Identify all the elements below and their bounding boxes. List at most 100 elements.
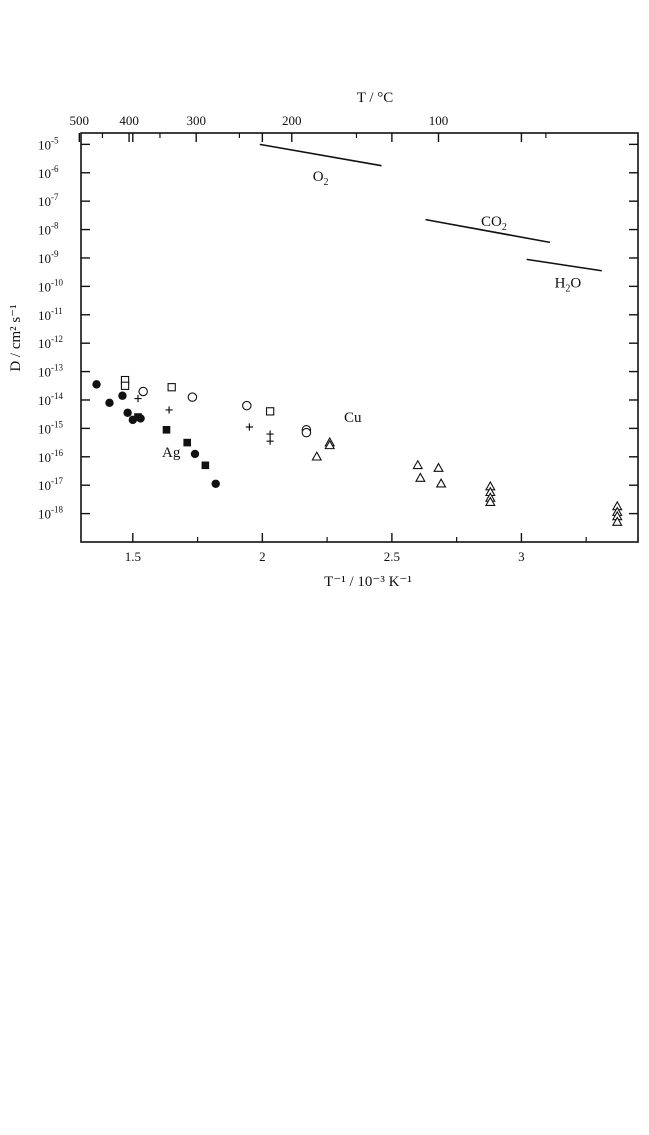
- series-label-ag: Ag: [162, 445, 181, 461]
- y-tick-label: 10-11: [38, 306, 63, 323]
- point-filled-square: [134, 413, 142, 421]
- x-axis-ticks: 1.5 2 2.5 3: [125, 133, 587, 564]
- y-tick-exponent: -15: [51, 419, 63, 429]
- point-filled-square: [183, 438, 192, 447]
- y-tick-base: 10: [38, 166, 51, 181]
- gas-line-1: [425, 218, 551, 244]
- point-open-square: [265, 407, 275, 416]
- y-tick-base: 10: [38, 279, 51, 294]
- point-open-triangle: [311, 451, 323, 461]
- point-open-circle: [138, 386, 148, 397]
- gas-line-2: [526, 258, 602, 272]
- point-plus: [245, 423, 253, 431]
- y-tick-exponent: -9: [51, 249, 59, 259]
- top-axis-ticks: 500 400 300 200 100: [70, 113, 547, 142]
- y-tick-label: 10-13: [38, 363, 63, 380]
- point-filled-circle: [92, 380, 101, 389]
- y-tick-base: 10: [38, 478, 51, 493]
- point-open-triangle: [611, 516, 623, 526]
- y-tick-label: 10-5: [38, 135, 59, 152]
- point-filled-circle: [118, 391, 127, 400]
- point-plus: [266, 430, 274, 438]
- y-tick-base: 10: [38, 336, 51, 351]
- top-tick-label: 500: [70, 113, 90, 128]
- y-tick-exponent: -7: [51, 192, 59, 202]
- point-filled-circle: [190, 449, 200, 459]
- y-tick-label: 10-6: [38, 164, 59, 181]
- top-tick-label: 300: [186, 113, 206, 128]
- y-tick-exponent: -11: [51, 306, 63, 316]
- x-tick-label: 2.5: [384, 549, 400, 564]
- top-tick-label: 400: [119, 113, 139, 128]
- y-tick-label: 10-15: [38, 419, 63, 436]
- point-open-square: [167, 383, 176, 392]
- point-filled-square: [162, 426, 171, 434]
- y-tick-label: 10-10: [38, 277, 63, 294]
- diffusion-chart: 500 400 300 200 100 1.5 2 2.5 3 10-5 10-6 10-7 10-…: [8, 90, 639, 590]
- y-tick-base: 10: [38, 137, 51, 152]
- gas-label-base: O: [313, 169, 324, 185]
- y-axis-title: D / cm² s⁻¹: [8, 304, 24, 371]
- point-open-triangle: [324, 439, 336, 450]
- gas-label-sub: 2: [324, 177, 329, 188]
- y-tick-exponent: -10: [51, 277, 63, 287]
- series-label-cu: Cu: [344, 410, 362, 426]
- point-open-circle: [301, 427, 312, 438]
- y-tick-exponent: -5: [51, 135, 59, 145]
- y-tick-base: 10: [38, 421, 51, 436]
- y-tick-exponent: -14: [51, 391, 63, 401]
- y-tick-exponent: -18: [51, 505, 63, 515]
- point-plus: [165, 406, 173, 414]
- y-tick-label: 10-14: [38, 391, 63, 408]
- y-tick-exponent: -17: [51, 476, 63, 486]
- point-open-triangle: [415, 472, 426, 482]
- y-tick-label: 10-7: [38, 192, 59, 209]
- gas-label-base: H: [555, 276, 566, 292]
- point-filled-square: [201, 461, 210, 470]
- data-points: [92, 375, 623, 526]
- y-tick-base: 10: [38, 507, 51, 522]
- x-tick-label: 1.5: [125, 549, 141, 564]
- top-axis-title: T / °C: [357, 90, 394, 106]
- y-tick-exponent: -8: [51, 221, 59, 231]
- point-filled-circle: [211, 479, 220, 488]
- y-tick-base: 10: [38, 251, 51, 266]
- y-tick-base: 10: [38, 194, 51, 209]
- gas-label-sub: 2: [502, 222, 507, 233]
- point-filled-circle: [123, 408, 132, 417]
- x-tick-label: 2: [259, 549, 266, 564]
- y-tick-exponent: -16: [51, 448, 63, 458]
- point-open-triangle: [484, 496, 496, 506]
- top-tick-label: 200: [282, 113, 302, 128]
- chart-canvas: 500 400 300 200 100 1.5 2 2.5 3 10-510-610-710-…: [8, 90, 639, 590]
- point-plus: [134, 394, 142, 403]
- point-open-triangle: [433, 462, 444, 472]
- y-tick-base: 10: [38, 393, 51, 408]
- y-tick-label: 10-8: [38, 221, 59, 238]
- top-tick-label: 100: [429, 113, 449, 128]
- point-open-circle: [242, 400, 252, 411]
- point-open-triangle: [435, 478, 447, 488]
- point-plus: [266, 437, 274, 445]
- gas-line-0: [259, 143, 382, 167]
- y-tick-label: 10-12: [38, 334, 63, 351]
- plot-frame: [80, 132, 639, 543]
- point-open-circle: [187, 392, 198, 402]
- gas-label-tail: O: [570, 276, 581, 292]
- gas-line-label: CO2: [481, 214, 507, 233]
- gas-label-base: CO: [481, 214, 502, 230]
- y-tick-label: 10-18: [38, 505, 63, 522]
- y-tick-label: 10-17: [38, 476, 63, 493]
- point-open-triangle: [412, 459, 424, 470]
- y-tick-exponent: -13: [51, 363, 63, 373]
- y-axis-ticks: 10-510-610-710-810-910-1010-1110-1210-13…: [38, 135, 638, 522]
- x-tick-label: 3: [518, 549, 525, 564]
- gas-label-sub: 2: [565, 284, 570, 295]
- y-tick-label: 10-16: [38, 448, 63, 465]
- point-open-square: [120, 381, 130, 390]
- gas-line-label: H2O: [555, 276, 582, 295]
- y-tick-exponent: -12: [51, 334, 63, 344]
- x-axis-title: T⁻¹ / 10⁻³ K⁻¹: [324, 574, 412, 590]
- y-tick-label: 10-9: [38, 249, 59, 266]
